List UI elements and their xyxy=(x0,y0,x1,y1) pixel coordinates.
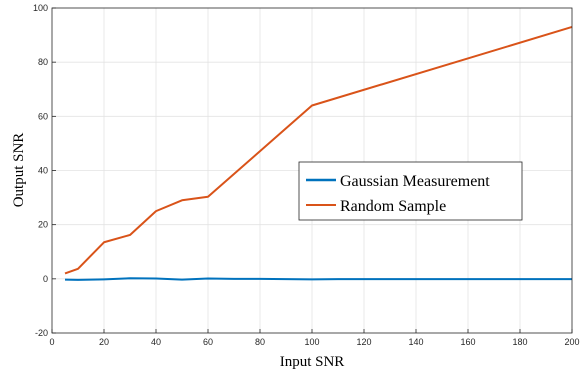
legend: Gaussian Measurement Random Sample xyxy=(298,161,523,221)
x-tick-label: 0 xyxy=(49,337,54,347)
x-tick-label: 60 xyxy=(203,337,213,347)
y-tick-label: 100 xyxy=(33,3,48,13)
x-tick-label: 180 xyxy=(512,337,527,347)
x-tick-label: 20 xyxy=(99,337,109,347)
x-tick-label: 200 xyxy=(564,337,579,347)
y-tick-label: -20 xyxy=(35,328,48,338)
x-tick-label: 40 xyxy=(151,337,161,347)
y-tick-label: 60 xyxy=(38,111,48,121)
y-tick-label: 40 xyxy=(38,166,48,176)
y-axis-label: Output SNR xyxy=(11,133,27,208)
x-tick-label: 140 xyxy=(408,337,423,347)
x-tick-label: 160 xyxy=(460,337,475,347)
series-line-random-sample xyxy=(64,26,573,275)
x-tick-label: 100 xyxy=(304,337,319,347)
tick-labels: 0 20 40 60 80 100 120 140 160 180 200-200204060801… xyxy=(33,3,580,347)
x-tick-label: 120 xyxy=(356,337,371,347)
x-tick-label: 80 xyxy=(255,337,265,347)
legend-label-gaussian-measurement: Gaussian Measurement xyxy=(340,173,490,190)
legend-box xyxy=(298,161,523,221)
y-tick-label: 80 xyxy=(38,57,48,67)
series-line-gaussian-measurement xyxy=(64,277,572,281)
x-axis-label: Input SNR xyxy=(280,354,345,370)
y-tick-label: 0 xyxy=(43,274,48,284)
y-tick-label: 20 xyxy=(38,220,48,230)
series-lines xyxy=(64,26,573,281)
legend-label-random-sample: Random Sample xyxy=(340,198,446,215)
